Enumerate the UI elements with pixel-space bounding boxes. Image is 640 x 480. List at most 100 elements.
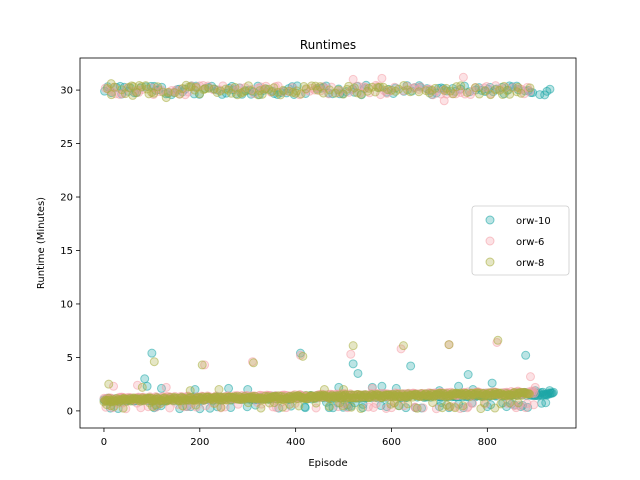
point-orw-8 <box>394 401 404 411</box>
point-orw-10 <box>353 368 363 378</box>
x-tick-label: 0 <box>101 437 107 448</box>
point-orw-8 <box>106 401 116 411</box>
point-orw-6 <box>161 382 171 392</box>
point-orw-8 <box>525 83 535 93</box>
point-orw-6 <box>525 372 535 382</box>
point-orw-8 <box>128 90 138 100</box>
point-orw-8 <box>311 398 321 408</box>
y-tick-label: 10 <box>60 299 73 310</box>
point-orw-8 <box>458 401 468 411</box>
y-tick-label: 5 <box>67 353 73 364</box>
point-orw-8 <box>137 382 147 392</box>
x-tick-label: 800 <box>478 437 497 448</box>
legend-label: orw-6 <box>516 237 544 248</box>
data-points <box>99 72 558 414</box>
point-orw-10 <box>348 359 358 369</box>
point-orw-8 <box>513 398 523 408</box>
point-orw-6 <box>386 403 396 413</box>
point-orw-8 <box>424 88 434 98</box>
x-tick-label: 200 <box>190 437 209 448</box>
point-orw-8 <box>493 335 503 345</box>
x-tick: 400 <box>286 428 305 448</box>
point-orw-8 <box>319 385 329 395</box>
point-orw-6 <box>521 403 531 413</box>
point-orw-6 <box>348 74 358 84</box>
point-orw-8 <box>398 341 408 351</box>
legend-marker <box>485 215 495 225</box>
point-orw-8 <box>185 386 195 396</box>
point-orw-8 <box>324 401 334 411</box>
point-orw-10 <box>545 386 555 396</box>
point-orw-6 <box>109 381 119 391</box>
point-orw-8 <box>349 83 359 93</box>
y-tick-label: 25 <box>60 139 73 150</box>
legend-box <box>471 205 570 276</box>
point-orw-10 <box>521 350 531 360</box>
point-orw-8 <box>430 83 440 93</box>
legend-label: orw-8 <box>516 258 544 269</box>
legend-entry: orw-8 <box>485 257 544 269</box>
point-orw-8 <box>470 83 480 93</box>
point-orw-8 <box>414 87 424 97</box>
point-orw-8 <box>338 401 348 411</box>
point-orw-8 <box>348 341 358 351</box>
y-tick: 15 <box>60 246 80 257</box>
point-orw-8 <box>516 88 526 98</box>
legend-entry: orw-6 <box>485 236 544 248</box>
point-orw-10 <box>545 84 555 94</box>
point-orw-6 <box>377 73 387 83</box>
y-tick: 30 <box>60 86 80 97</box>
y-tick-label: 20 <box>60 193 73 204</box>
point-orw-8 <box>248 358 258 368</box>
y-axis-label: Runtime (Minutes) <box>36 197 47 289</box>
legend: orw-10 orw-6 orw-8 <box>471 205 570 276</box>
point-orw-6 <box>458 72 468 82</box>
point-orw-10 <box>406 361 416 371</box>
point-orw-8 <box>450 403 460 413</box>
point-orw-8 <box>106 90 116 100</box>
point-orw-8 <box>405 87 415 97</box>
point-orw-8 <box>106 79 116 89</box>
point-orw-8 <box>356 404 366 414</box>
x-tick: 0 <box>101 428 107 448</box>
point-orw-8 <box>285 399 295 409</box>
x-tick: 200 <box>190 428 209 448</box>
point-orw-8 <box>155 399 165 409</box>
point-orw-8 <box>448 89 458 99</box>
point-orw-10 <box>224 383 234 393</box>
point-orw-8 <box>275 90 285 100</box>
point-orw-8 <box>161 93 171 103</box>
point-orw-8 <box>444 340 454 350</box>
point-orw-8 <box>170 88 180 98</box>
legend-marker <box>485 236 495 246</box>
legend-label: orw-10 <box>516 216 551 227</box>
x-tick: 800 <box>478 428 497 448</box>
point-orw-8 <box>269 398 279 408</box>
point-orw-8 <box>243 398 253 408</box>
point-orw-6 <box>133 380 143 390</box>
point-orw-8 <box>403 399 413 409</box>
point-orw-8 <box>104 379 114 389</box>
point-orw-8 <box>209 398 219 408</box>
point-orw-6 <box>525 86 535 96</box>
point-orw-10 <box>541 398 551 408</box>
point-orw-10 <box>147 348 157 358</box>
y-tick-label: 15 <box>60 246 73 257</box>
point-orw-8 <box>153 82 163 92</box>
point-orw-10 <box>487 378 497 388</box>
point-orw-8 <box>142 84 152 94</box>
point-orw-8 <box>216 402 226 412</box>
point-orw-8 <box>462 87 472 97</box>
point-orw-6 <box>346 349 356 359</box>
point-orw-6 <box>530 382 540 392</box>
point-orw-8 <box>178 401 188 411</box>
point-orw-8 <box>118 403 128 413</box>
x-axis-label: Episode <box>308 458 347 469</box>
point-orw-8 <box>294 401 304 411</box>
y-tick: 10 <box>60 299 80 310</box>
point-orw-6 <box>511 403 521 413</box>
point-orw-8 <box>163 87 173 97</box>
point-orw-6 <box>311 403 321 413</box>
y-tick-label: 0 <box>67 406 73 417</box>
